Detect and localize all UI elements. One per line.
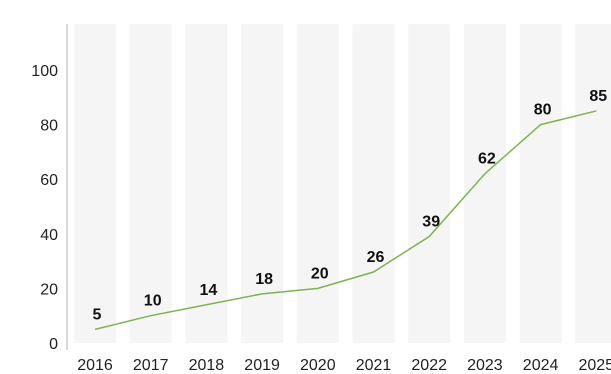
y-tick-label: 40 — [40, 227, 58, 244]
x-tick-label: 2022 — [411, 357, 447, 374]
data-label: 20 — [311, 265, 329, 282]
x-tick-label: 2016 — [77, 357, 113, 374]
data-label: 26 — [367, 249, 385, 266]
column-band — [185, 24, 228, 344]
column-band — [129, 24, 172, 344]
column-band — [74, 24, 116, 344]
column-band — [296, 24, 339, 344]
x-tick-label: 2018 — [189, 357, 225, 374]
y-tick-label: 100 — [31, 63, 58, 80]
x-tick-label: 2017 — [133, 357, 169, 374]
x-tick-label: 2019 — [244, 357, 280, 374]
data-label: 10 — [144, 293, 162, 310]
y-tick-label: 20 — [40, 281, 58, 298]
data-label: 18 — [255, 271, 273, 288]
data-label: 14 — [200, 282, 218, 299]
y-tick-label: 0 — [49, 336, 58, 353]
x-tick-label: 2020 — [300, 357, 336, 374]
series-line — [94, 110, 597, 331]
data-label: 85 — [589, 88, 607, 105]
x-tick-label: 2024 — [523, 357, 559, 374]
column-band — [241, 24, 284, 344]
x-tick-label: 2021 — [356, 357, 392, 374]
data-labels: 5 10 14 18 20 26 39 62 80 85 — [93, 88, 608, 323]
column-band — [408, 24, 451, 344]
data-label: 39 — [422, 214, 440, 231]
y-axis-ticks: 0 20 40 60 80 100 — [31, 63, 58, 353]
data-label: 62 — [478, 151, 496, 168]
data-label: 5 — [93, 306, 102, 323]
x-tick-label: 2025 — [579, 357, 611, 374]
x-axis-ticks: 2016 2017 2018 2019 2020 2021 2022 2023 … — [77, 357, 611, 374]
column-band — [575, 24, 611, 344]
y-tick-label: 60 — [40, 172, 58, 189]
y-tick-label: 80 — [40, 118, 58, 135]
column-band — [352, 24, 395, 344]
column-band — [519, 24, 562, 344]
column-band — [463, 24, 506, 344]
column-bands — [74, 24, 611, 344]
x-tick-label: 2023 — [467, 357, 503, 374]
data-label: 80 — [534, 102, 552, 119]
